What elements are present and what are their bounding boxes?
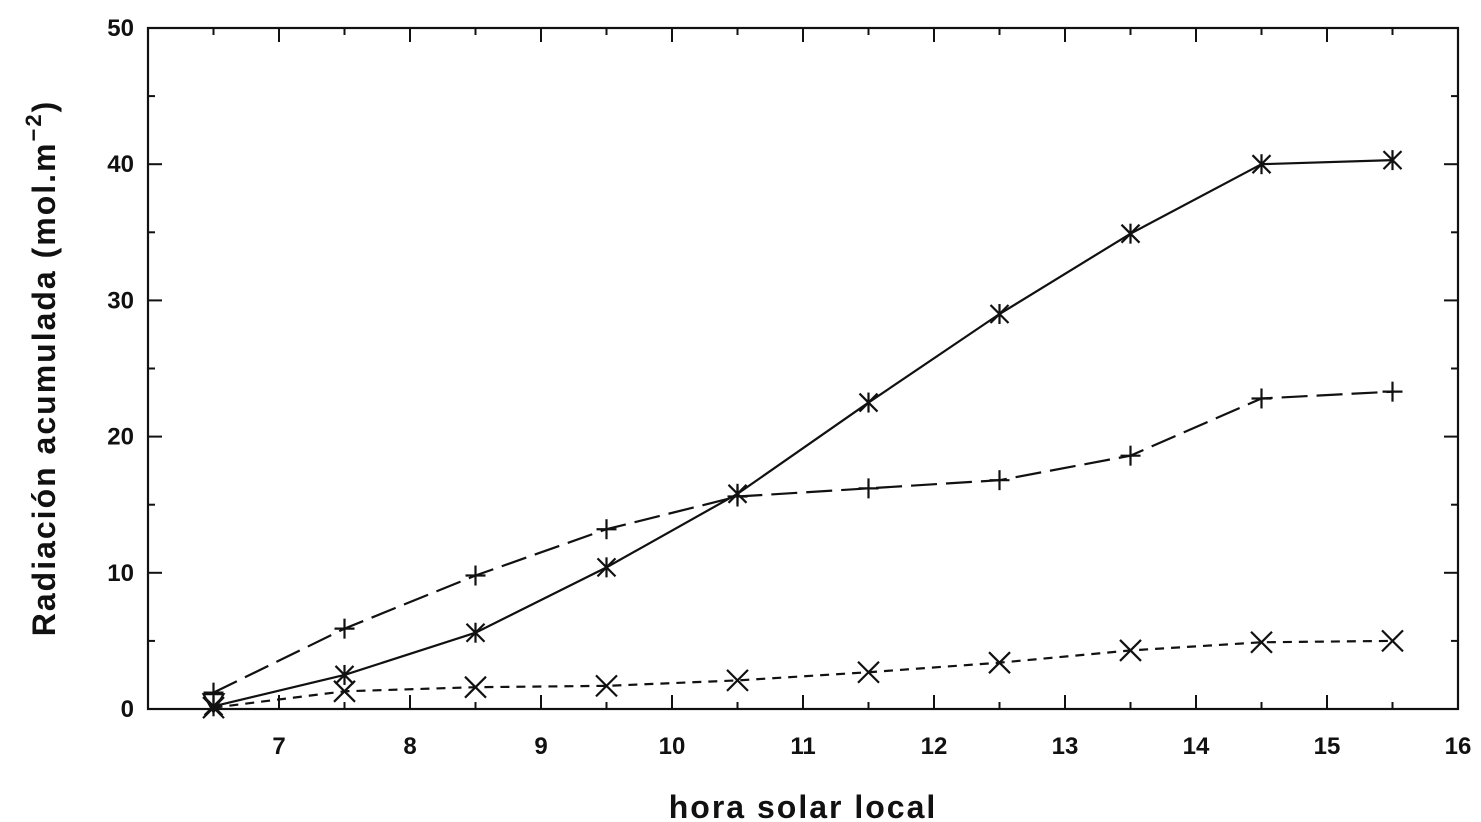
y-tick-label: 30 [107, 287, 134, 314]
data-point-triangle-down [201, 693, 226, 715]
x-tick-label: 8 [403, 733, 416, 760]
data-point-asterisk [1251, 154, 1272, 175]
x-tick-label: 14 [1183, 733, 1210, 760]
plot-frame [146, 26, 1460, 711]
data-point-asterisk [858, 392, 879, 413]
y-tick-label: 40 [107, 151, 134, 178]
data-point-plus [596, 519, 617, 540]
data-point-plus [465, 565, 486, 586]
data-point-cross [1381, 629, 1404, 653]
y-tick-label: 50 [107, 15, 134, 42]
y-axis-title-main: Radiación acumulada (mol.m [26, 141, 62, 636]
axis-ticks [148, 28, 1459, 709]
x-tick-label: 12 [921, 733, 948, 760]
data-point-plus [334, 618, 355, 639]
y-axis-title: Radiación acumulada (mol.m−2) [21, 100, 62, 637]
series-line-plus [213, 390, 1393, 694]
data-point-cross [595, 674, 618, 698]
data-point-plus [203, 682, 224, 703]
data-point-asterisk [989, 304, 1010, 325]
data-point-plus [1120, 445, 1141, 466]
data-point-plus [727, 486, 748, 507]
data-point-asterisk [596, 557, 617, 578]
data-point-cross [333, 680, 356, 703]
data-point-asterisk [1382, 150, 1403, 171]
data-point-plus [989, 470, 1010, 491]
series-layer [201, 150, 1404, 719]
y-axis-title-close: ) [26, 100, 62, 113]
data-point-cross [988, 651, 1011, 674]
y-tick-label: 10 [107, 560, 134, 587]
x-tick-label: 15 [1314, 733, 1341, 760]
data-point-cross [1119, 639, 1142, 662]
data-point-asterisk [334, 664, 355, 685]
data-point-cross [726, 669, 749, 692]
data-point-plus [858, 478, 879, 499]
data-point-plus [1251, 388, 1272, 409]
series-cross [202, 629, 1404, 719]
x-tick-label: 9 [534, 733, 547, 760]
data-point-cross [1250, 630, 1273, 654]
y-tick-label: 20 [107, 424, 134, 451]
series-triangle-down [201, 693, 226, 715]
y-tick-label: 0 [121, 696, 134, 723]
x-tick-label: 7 [272, 733, 285, 760]
y-axis-title-superscript: −2 [21, 112, 46, 141]
x-tick-label: 10 [659, 733, 686, 760]
data-point-cross [464, 675, 487, 699]
data-point-asterisk [465, 622, 486, 643]
data-point-cross [857, 660, 880, 684]
x-axis-title: hora solar local [669, 789, 938, 822]
data-point-plus [1382, 381, 1403, 402]
axis-tick-labels: 7 8 9 10 11 12 13 14 15 16 0 10 20 30 40 50 [107, 15, 1471, 760]
x-tick-label: 11 [790, 733, 815, 760]
series-plus [203, 381, 1403, 703]
series-line-asterisk [213, 159, 1393, 708]
series-line-cross [213, 639, 1393, 709]
series-asterisk [203, 150, 1403, 717]
data-point-asterisk [1120, 223, 1141, 244]
x-tick-label: 16 [1445, 733, 1472, 760]
x-tick-label: 13 [1052, 733, 1079, 760]
